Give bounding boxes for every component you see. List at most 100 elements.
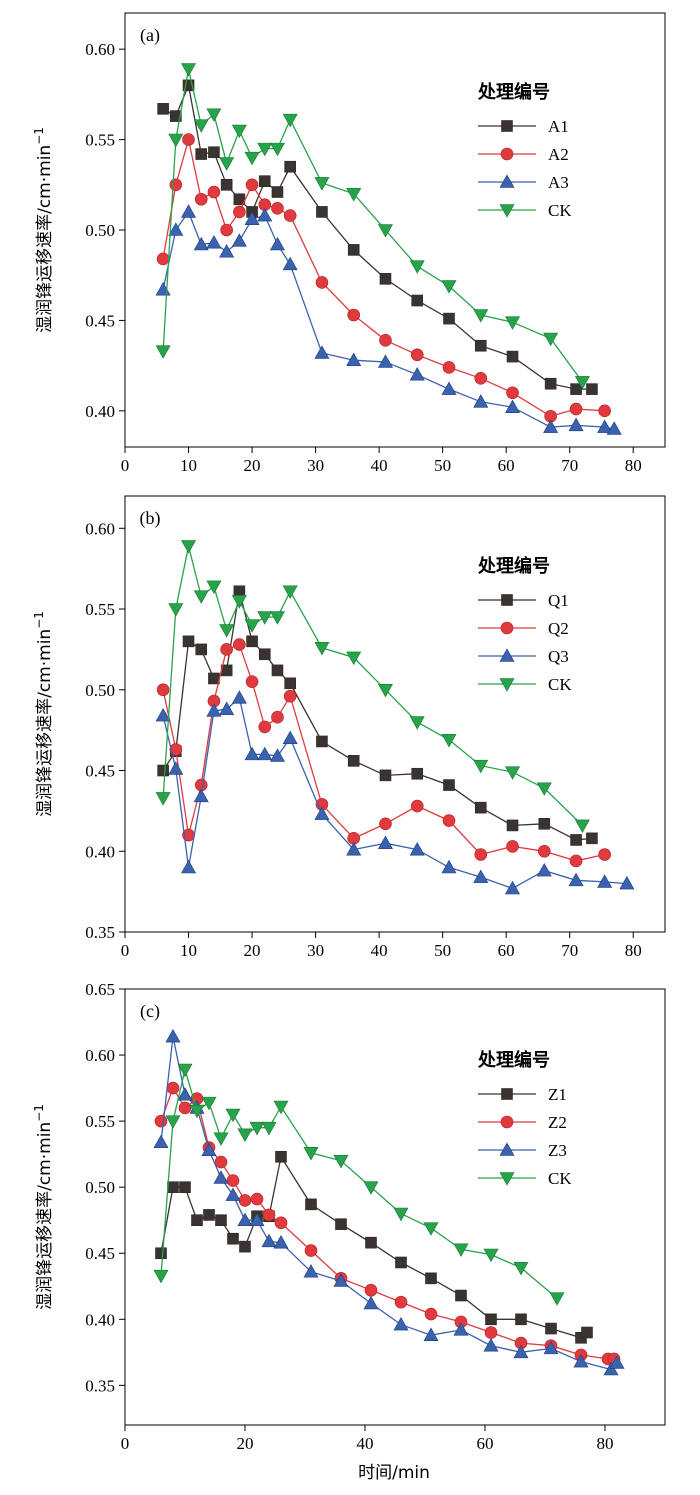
data-point-CK <box>574 376 590 390</box>
data-point-Z2 <box>238 1194 252 1207</box>
y-axis-label: 湿润锋运移速率/cm·min−1 <box>32 1104 55 1310</box>
data-point-A3 <box>219 244 235 258</box>
legend-marker-CK <box>499 678 515 692</box>
data-point-CK <box>505 316 521 330</box>
data-point-A2 <box>379 334 392 347</box>
series-line-Q3 <box>162 696 627 890</box>
data-point-CK <box>473 309 489 323</box>
data-point-A2 <box>156 252 170 266</box>
y-tick-label: 0.50 <box>85 681 115 700</box>
data-point-CK <box>155 345 171 359</box>
y-tick-label: 0.35 <box>85 1376 115 1395</box>
data-point-CK <box>153 1269 169 1284</box>
data-point-A2 <box>315 276 329 289</box>
data-point-Z1 <box>581 1326 593 1339</box>
data-point-CK <box>193 590 209 604</box>
legend: 处理编号 A1 A2 A3 CK <box>477 81 572 220</box>
data-point-Z1 <box>485 1313 497 1326</box>
series-line-Z1 <box>160 1155 588 1339</box>
data-point-CK <box>244 619 260 633</box>
data-point-Q1 <box>474 801 487 814</box>
y-tick-label: 0.40 <box>85 1310 115 1329</box>
data-point-CK <box>543 332 559 347</box>
data-point-Z2 <box>304 1244 318 1257</box>
data-point-CK <box>314 177 330 191</box>
data-point-Z2 <box>274 1216 288 1230</box>
legend-title: 处理编号 <box>477 555 550 577</box>
data-point-Q3 <box>473 869 489 883</box>
data-point-A1 <box>195 148 208 160</box>
data-point-Q1 <box>208 672 220 685</box>
data-point-A3 <box>597 419 613 433</box>
data-point-CK <box>377 224 393 238</box>
data-point-CK <box>441 734 457 748</box>
data-point-Z3 <box>165 1028 181 1043</box>
data-point-A2 <box>271 202 284 215</box>
data-point-Q1 <box>157 764 169 777</box>
data-point-A3 <box>168 222 184 236</box>
data-point-A2 <box>410 348 424 362</box>
data-point-A3 <box>409 367 425 381</box>
data-point-Z3 <box>249 1212 265 1227</box>
data-point-Q3 <box>168 761 184 775</box>
data-point-A2 <box>442 361 456 374</box>
data-point-CK <box>363 1181 379 1195</box>
data-point-Z2 <box>214 1155 228 1169</box>
data-point-A2 <box>245 178 259 192</box>
data-point-CK <box>206 108 222 122</box>
data-point-Q1 <box>233 585 246 598</box>
data-point-Z1 <box>455 1289 467 1302</box>
data-point-Z1 <box>395 1256 407 1269</box>
legend-label-Q3: Q3 <box>548 647 569 666</box>
data-point-Q3 <box>314 806 330 820</box>
data-point-CK <box>206 580 222 595</box>
data-point-Q2 <box>379 817 392 831</box>
data-point-A1 <box>316 206 328 218</box>
y-tick-label: 0.45 <box>85 1244 115 1263</box>
data-point-CK <box>231 124 247 139</box>
data-point-Z1 <box>227 1232 239 1245</box>
data-point-Z3 <box>261 1233 277 1248</box>
data-point-A2 <box>220 223 233 237</box>
data-point-A1 <box>271 186 284 198</box>
data-point-A1 <box>182 79 195 92</box>
data-point-Q3 <box>536 863 552 877</box>
data-point-Z2 <box>226 1174 240 1187</box>
data-point-CK <box>219 157 235 171</box>
legend-marker-Z1 <box>501 1088 513 1100</box>
y-tick-label: 0.55 <box>85 1112 115 1131</box>
data-point-A3 <box>505 399 521 414</box>
legend-label-Z1: Z1 <box>548 1085 567 1104</box>
data-point-CK <box>269 611 285 625</box>
data-point-CK <box>177 1063 193 1078</box>
data-point-CK <box>193 119 209 133</box>
legend-marker-CK <box>499 204 515 218</box>
data-point-Z2 <box>166 1081 180 1095</box>
data-point-Z3 <box>153 1134 169 1149</box>
data-point-Z1 <box>545 1322 557 1335</box>
x-axis-label: 时间/min <box>358 1463 430 1483</box>
data-point-CK <box>201 1096 217 1111</box>
x-tick-label: 20 <box>244 941 261 960</box>
y-tick-label: 0.40 <box>85 842 115 861</box>
data-point-Q1 <box>284 677 296 690</box>
data-point-Z3 <box>453 1322 469 1336</box>
y-tick-label: 0.60 <box>85 40 115 59</box>
data-point-Q1 <box>195 643 208 656</box>
data-point-A2 <box>347 308 361 322</box>
legend-label-CK: CK <box>548 675 572 694</box>
plot-frame <box>124 495 666 933</box>
data-point-A2 <box>182 133 195 146</box>
data-point-Z2 <box>394 1295 408 1309</box>
data-point-CK <box>453 1243 469 1257</box>
data-point-Q2 <box>156 683 170 697</box>
data-point-Q2 <box>598 848 611 861</box>
data-point-Q1 <box>411 767 424 780</box>
data-point-Q3 <box>193 788 209 803</box>
x-tick-label: 40 <box>371 941 388 960</box>
data-point-CK <box>165 1115 181 1129</box>
data-point-Z2 <box>484 1326 498 1339</box>
legend-marker-Z2 <box>500 1115 514 1129</box>
data-point-Q1 <box>586 832 598 845</box>
data-point-Q1 <box>258 648 271 661</box>
